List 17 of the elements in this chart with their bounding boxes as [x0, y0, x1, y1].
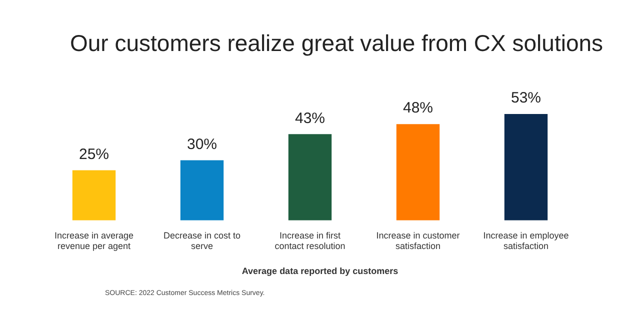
data-label: 43%: [294, 110, 326, 127]
x-tick-label: Decrease in cost to serve: [163, 230, 241, 252]
x-tick-label: Increase in customer satisfaction: [376, 230, 460, 252]
x-tick-label: Increase in first contact resolution: [274, 230, 346, 252]
chart-title: Our customers realize great value from CX solutions: [70, 30, 604, 57]
bar: [504, 114, 548, 220]
x-tick-label: Increase in average revenue per agent: [54, 230, 134, 252]
data-label: 25%: [78, 146, 110, 163]
data-label: 48%: [402, 100, 434, 117]
x-tick-label: Increase in employee satisfaction: [483, 230, 569, 252]
bar: [72, 170, 116, 220]
data-label: 30%: [186, 136, 218, 153]
text: Average data reported by customers: [240, 266, 400, 276]
bar: [288, 134, 332, 220]
bar: [180, 160, 224, 220]
bar: [396, 124, 440, 220]
data-label: 53%: [510, 90, 542, 107]
